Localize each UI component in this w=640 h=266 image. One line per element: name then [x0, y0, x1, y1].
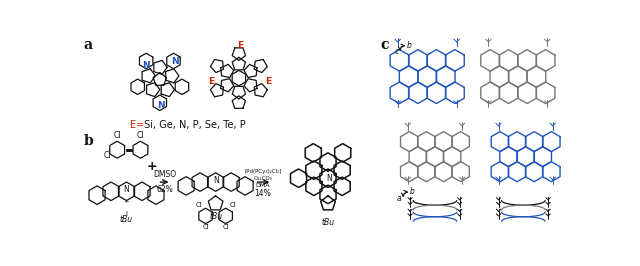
Text: N: N: [171, 57, 179, 66]
Text: b: b: [406, 40, 411, 49]
Text: tBu: tBu: [209, 212, 222, 221]
Text: Cl: Cl: [229, 202, 236, 208]
Text: E: E: [208, 77, 214, 86]
Text: N: N: [326, 174, 332, 184]
Text: DMA: DMA: [255, 183, 270, 188]
Text: tBu: tBu: [321, 218, 335, 227]
Text: N: N: [212, 176, 218, 185]
Text: DMSO: DMSO: [153, 170, 176, 179]
Text: i: i: [125, 211, 127, 217]
Text: E: E: [265, 77, 271, 86]
Text: 62%: 62%: [156, 185, 173, 194]
Text: Cs₂CO₃: Cs₂CO₃: [253, 176, 273, 181]
Text: 14%: 14%: [255, 189, 271, 198]
Text: –: –: [127, 199, 129, 204]
Text: +: +: [147, 160, 157, 173]
Text: E: E: [237, 41, 243, 50]
Text: Cl: Cl: [113, 131, 121, 140]
Text: a: a: [397, 194, 402, 203]
Text: Cl: Cl: [104, 151, 111, 160]
Text: tBu: tBu: [120, 215, 133, 223]
Text: N: N: [142, 61, 150, 70]
Text: Cl: Cl: [137, 131, 144, 140]
Text: E=: E=: [131, 120, 145, 130]
Text: a: a: [84, 38, 93, 52]
Text: b: b: [410, 187, 414, 196]
Text: Cl: Cl: [202, 224, 209, 230]
Text: N: N: [124, 185, 129, 194]
Text: Cl: Cl: [222, 224, 229, 230]
Text: c: c: [394, 47, 399, 56]
Text: c: c: [381, 38, 389, 52]
Text: N: N: [157, 101, 164, 110]
Text: Si, Ge, N, P, Se, Te, P: Si, Ge, N, P, Se, Te, P: [141, 120, 246, 130]
Text: +: +: [124, 199, 128, 204]
Text: Cl: Cl: [195, 202, 202, 208]
Text: [Pd(PCy₃)₂Cl₂]: [Pd(PCy₃)₂Cl₂]: [244, 169, 282, 174]
Text: b: b: [84, 134, 93, 148]
